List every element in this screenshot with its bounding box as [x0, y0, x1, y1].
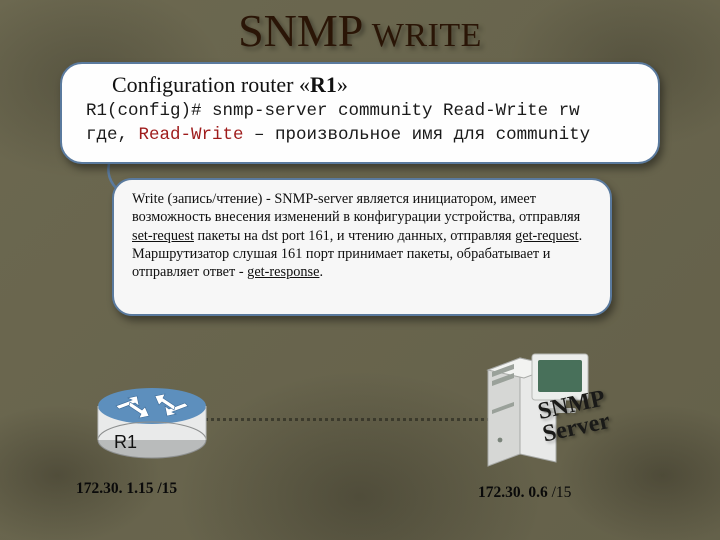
config-code-box: Configuration router «R1» R1(config)# sn… — [60, 62, 660, 164]
config-line-1: R1(config)# snmp-server community Read-W… — [86, 100, 634, 124]
title-sub: WRITE — [363, 17, 482, 54]
description-text: Write (запись/чтение) - SNMP-server явля… — [132, 190, 592, 281]
title-main: SNMP — [238, 5, 363, 56]
router-label: R1 — [114, 432, 137, 453]
config-heading: Configuration router «R1» — [86, 72, 634, 98]
config-line-2: где, Read-Write – произвольное имя для c… — [86, 124, 634, 148]
router-ip: 172.30. 1.15 /15 — [76, 480, 177, 498]
description-box: Write (запись/чтение) - SNMP-server явля… — [112, 178, 612, 316]
server-label: SNMP Server — [536, 387, 612, 446]
router-icon — [88, 370, 216, 466]
network-link-line — [180, 418, 490, 421]
server-ip: 172.30. 0.6 /15 — [478, 484, 571, 502]
slide-title: SNMP WRITE — [0, 4, 720, 57]
